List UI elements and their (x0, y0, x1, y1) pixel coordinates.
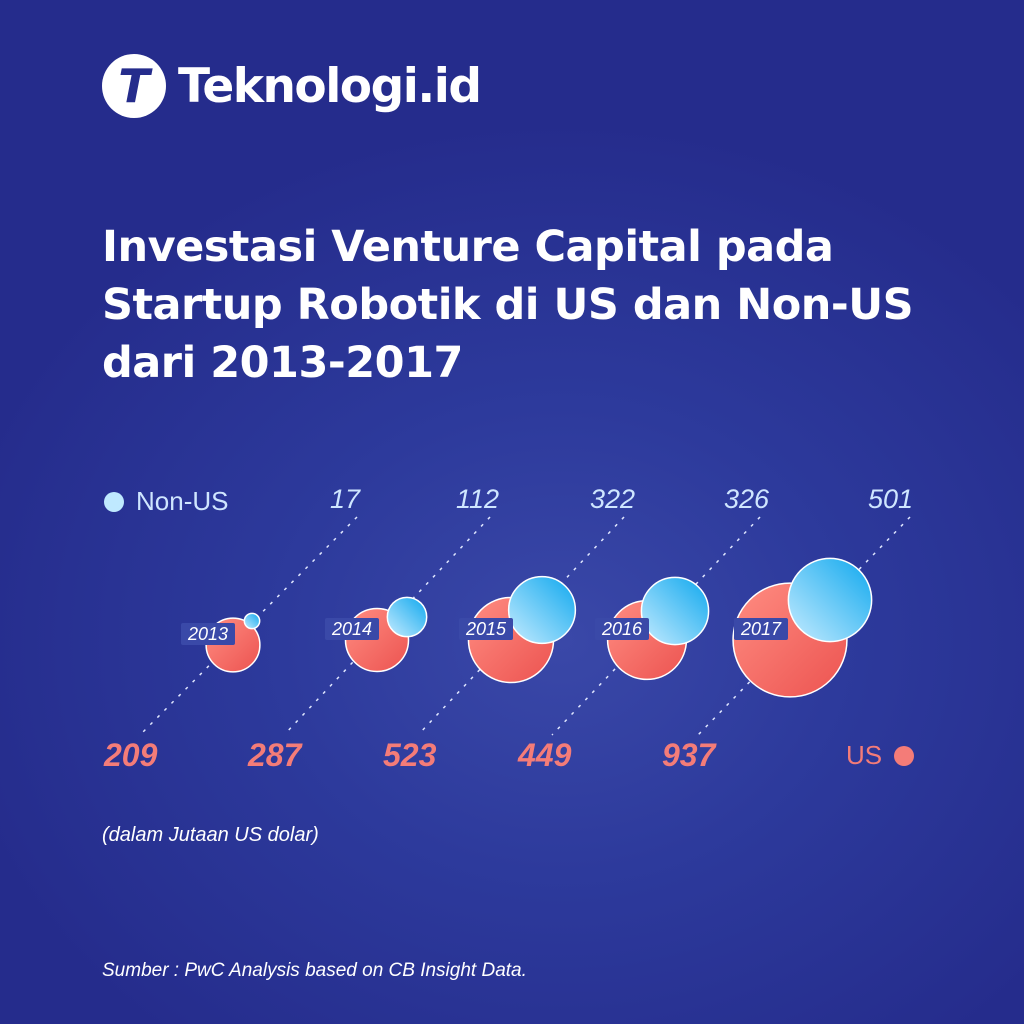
data-label-us: 937 (662, 737, 716, 773)
data-label-non-us: 112 (456, 484, 500, 514)
legend-label: Non-US (136, 486, 229, 516)
unit-note: (dalam Jutaan US dolar) (102, 824, 319, 846)
brand-name: Teknologi.id (178, 58, 482, 114)
legend-non-us: Non-US (104, 486, 228, 517)
bubble-non-us (243, 612, 261, 630)
bubble-non-us (507, 575, 577, 645)
bubble-non-us (640, 576, 710, 646)
source-note: Sumber : PwC Analysis based on CB Insigh… (102, 960, 527, 981)
legend-dot-us (894, 745, 915, 766)
year-label-bg (459, 618, 513, 640)
bubble-non-us (787, 557, 873, 643)
data-label-us: 209 (104, 737, 158, 773)
data-label-non-us: 17 (330, 484, 361, 514)
title-line: Startup Robotik di US dan Non-US (102, 280, 914, 330)
year-label: 2017 (740, 619, 782, 639)
legend-dot-non-us (104, 491, 124, 512)
year-label-bg (325, 618, 379, 640)
year-label: 2013 (187, 624, 228, 644)
data-label-us: 449 (518, 737, 572, 773)
bubble-non-us (386, 596, 428, 638)
leader-line (139, 516, 358, 736)
year-label-bg (734, 618, 788, 640)
data-label-non-us: 326 (724, 484, 770, 514)
page-title: Investasi Venture Capital pada Startup R… (102, 218, 914, 392)
year-label: 2015 (465, 619, 507, 639)
logo-icon: T (102, 54, 166, 118)
data-label-us: 523 (383, 737, 437, 773)
year-label-bg (181, 623, 235, 645)
brand-logo: T Teknologi.id (102, 54, 482, 118)
data-label-us: 287 (248, 737, 302, 773)
title-line: Investasi Venture Capital pada (102, 222, 834, 272)
year-label: 2016 (601, 619, 643, 639)
legend-us: US (846, 740, 915, 771)
year-label: 2014 (331, 619, 372, 639)
data-label-non-us: 501 (868, 484, 914, 514)
data-label-non-us: 322 (590, 484, 636, 514)
title-line: dari 2013-2017 (102, 338, 463, 388)
legend-label: US (846, 740, 883, 770)
year-label-bg (595, 618, 649, 640)
